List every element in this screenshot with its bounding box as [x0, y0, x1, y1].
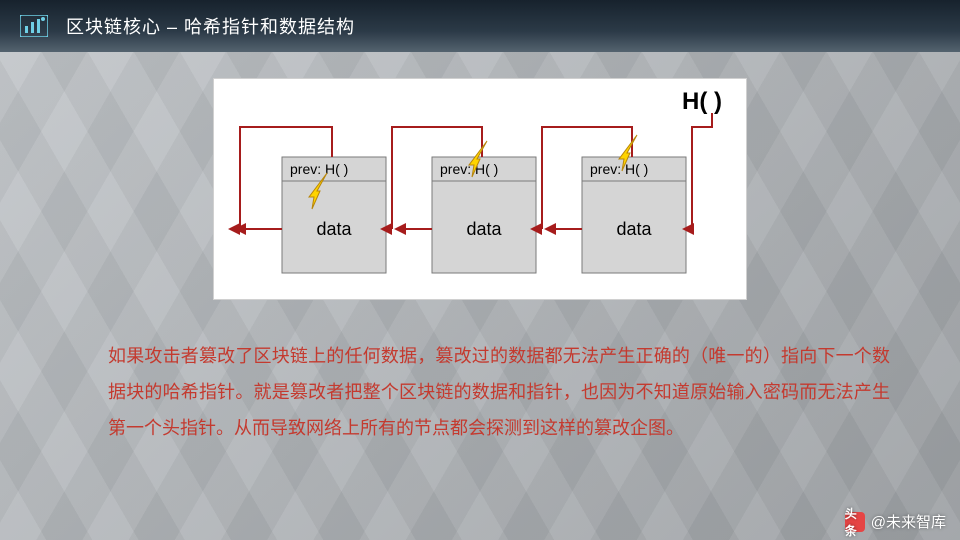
watermark-handle: @未来智库 — [871, 511, 946, 532]
slide-header: 区块链核心 – 哈希指针和数据结构 — [0, 0, 960, 52]
svg-text:prev: H( ): prev: H( ) — [590, 161, 648, 177]
header-chart-icon — [20, 15, 48, 37]
watermark: 头条 @未来智库 — [845, 511, 946, 532]
svg-text:prev: H( ): prev: H( ) — [440, 161, 498, 177]
hash-pointer-diagram: prev: H( ) data prev: H( ) data prev: H( ) da… — [213, 78, 747, 300]
toutiao-icon: 头条 — [845, 512, 865, 532]
diagram-svg: prev: H( ) data prev: H( ) data prev: H( ) da… — [214, 79, 748, 301]
slide-title: 区块链核心 – 哈希指针和数据结构 — [66, 13, 355, 39]
explanation-text: 如果攻击者篡改了区块链上的任何数据，篡改过的数据都无法产生正确的（唯一的）指向下… — [108, 338, 890, 446]
svg-text:data: data — [316, 219, 352, 239]
svg-text:prev: H( ): prev: H( ) — [290, 161, 348, 177]
svg-text:data: data — [466, 219, 502, 239]
svg-text:data: data — [616, 219, 652, 239]
svg-text:H( ): H( ) — [682, 88, 722, 115]
